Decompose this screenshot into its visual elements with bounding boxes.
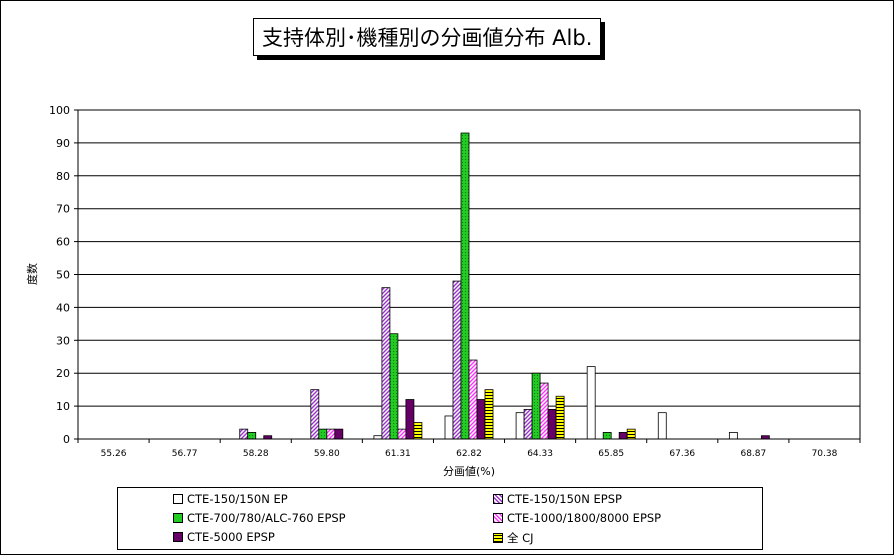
bar-series-2-cat-3: [318, 428, 328, 440]
x-tick-label: 61.31: [385, 449, 411, 459]
bar-series-5-cat-6: [555, 395, 565, 440]
legend: CTE-150/150N EP CTE-150/150N EPSP CTE-700/…: [117, 487, 763, 550]
bar-series-3-cat-5: [468, 359, 478, 440]
legend-item-2: CTE-700/780/ALC-760 EPSP: [173, 511, 346, 525]
legend-label: CTE-150/150N EP: [187, 492, 288, 506]
legend-swatch: [493, 533, 503, 543]
y-tick-label: 0: [63, 433, 70, 446]
legend-item-3: CTE-1000/1800/8000 EPSP: [493, 511, 661, 525]
bar-series-2-cat-6: [531, 372, 541, 440]
legend-item-1: CTE-150/150N EPSP: [493, 492, 622, 506]
legend-label: CTE-150/150N EPSP: [507, 492, 622, 506]
y-tick-label: 50: [56, 269, 70, 282]
bar-series-2-cat-2: [247, 432, 257, 440]
y-tick-label: 10: [56, 400, 70, 413]
legend-swatch: [173, 494, 183, 504]
x-tick-label: 58.28: [243, 449, 269, 459]
bar-series-1-cat-3: [310, 389, 320, 440]
legend-swatch: [493, 494, 503, 504]
y-tick-label: 70: [56, 203, 70, 216]
y-tick-label: 30: [56, 334, 70, 347]
bar-series-2-cat-7: [602, 432, 612, 440]
bar-series-0-cat-5: [444, 415, 454, 440]
y-tick-label: 60: [56, 236, 70, 249]
y-axis-label: 度数: [25, 263, 39, 285]
x-tick-label: 67.36: [669, 449, 695, 459]
x-tick-label: 68.87: [740, 449, 766, 459]
y-tick-label: 20: [56, 367, 70, 380]
y-tick-label: 80: [56, 170, 70, 183]
x-tick-label: 56.77: [172, 449, 198, 459]
bar-series-5-cat-4: [413, 422, 423, 440]
bar-series-4-cat-6: [547, 408, 557, 440]
x-axis-label: 分画値(%): [443, 465, 495, 478]
bar-series-1-cat-4: [381, 287, 391, 440]
bar-series-3-cat-4: [397, 428, 407, 440]
y-tick-label: 100: [49, 104, 70, 117]
chart-title-text: 支持体別･機種別の分画値分布 Alb.: [262, 26, 593, 50]
legend-item-0: CTE-150/150N EP: [173, 492, 288, 506]
legend-swatch: [493, 513, 503, 523]
bar-series-0-cat-8: [657, 412, 667, 440]
legend-item-4: CTE-5000 EPSP: [173, 530, 275, 544]
bar-series-5-cat-7: [626, 428, 636, 440]
x-tick-label: 64.33: [527, 449, 553, 459]
bar-series-0-cat-6: [515, 412, 525, 440]
legend-label: CTE-1000/1800/8000 EPSP: [507, 511, 662, 525]
bar-series-3-cat-6: [539, 382, 549, 440]
bar-series-4-cat-3: [334, 428, 344, 440]
y-tick-label: 40: [56, 301, 70, 314]
x-tick-label: 62.82: [456, 449, 482, 459]
chart-title: 支持体別･機種別の分画値分布 Alb.: [253, 18, 602, 56]
bar-series-5-cat-5: [484, 389, 494, 440]
legend-swatch: [173, 532, 183, 542]
x-tick-label: 65.85: [598, 449, 624, 459]
y-tick-label: 90: [56, 137, 70, 150]
bar-series-0-cat-7: [586, 366, 596, 440]
x-tick-label: 59.80: [314, 449, 340, 459]
bar-series-1-cat-6: [523, 408, 533, 440]
legend-item-5: 全 CJ: [493, 530, 534, 546]
bar-series-4-cat-7: [618, 432, 628, 440]
bars-layer: [239, 132, 770, 440]
legend-label: CTE-5000 EPSP: [187, 530, 275, 544]
bar-series-0-cat-9: [728, 432, 738, 440]
bar-series-1-cat-5: [452, 280, 462, 440]
bar-series-1-cat-2: [239, 428, 249, 440]
legend-swatch: [173, 513, 183, 523]
x-tick-label: 70.38: [812, 449, 838, 459]
legend-label: 全 CJ: [507, 531, 534, 545]
bar-series-4-cat-4: [405, 399, 415, 440]
axis-layer: 0 10 20 30 40 50 60 70 80 90 100 55.26 56.77 58.28 59.…: [49, 104, 861, 459]
legend-label: CTE-700/780/ALC-760 EPSP: [187, 511, 346, 525]
x-tick-label: 55.26: [101, 449, 127, 459]
bar-series-4-cat-5: [476, 399, 486, 440]
bar-series-2-cat-5: [460, 132, 470, 440]
bar-series-2-cat-4: [389, 333, 399, 440]
bar-series-3-cat-3: [326, 428, 336, 440]
